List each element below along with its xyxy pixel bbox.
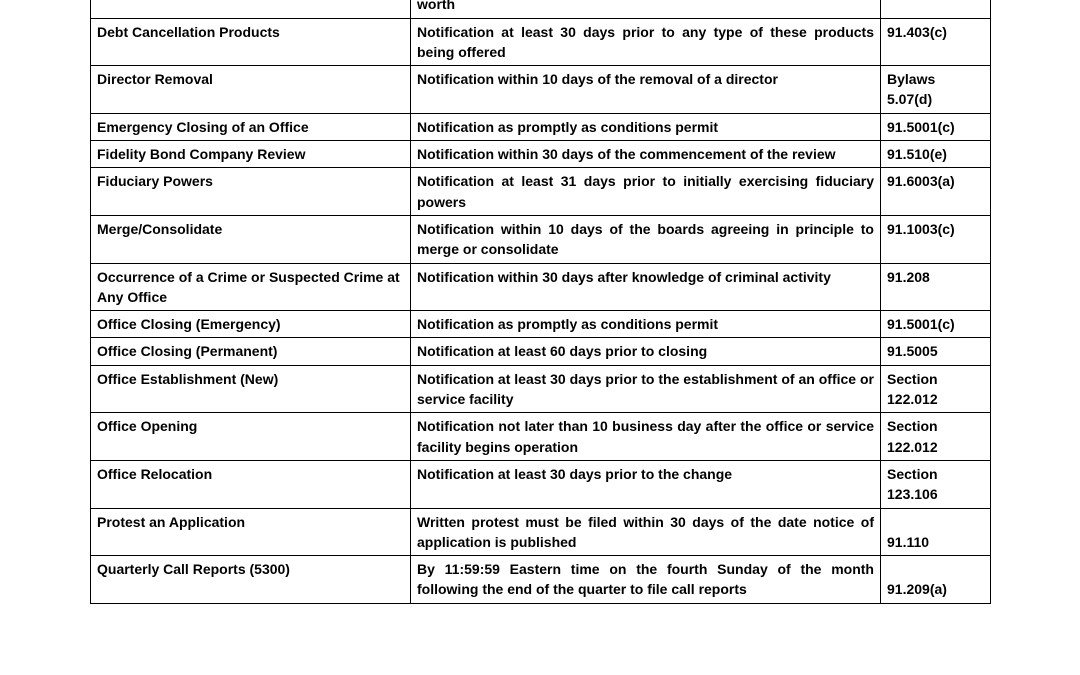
notification-cell: Notification at least 30 days prior to a… [411, 18, 881, 66]
table-row: Fidelity Bond Company ReviewNotification… [91, 141, 991, 168]
subject-cell: Emergency Closing of an Office [91, 113, 411, 140]
reference-cell: 91.208 [881, 263, 991, 311]
reference-cell: Bylaws 5.07(d) [881, 66, 991, 114]
table-row: Director RemovalNotification within 10 d… [91, 66, 991, 114]
reference-cell: 91.6003(a) [881, 168, 991, 216]
subject-cell: Director Removal [91, 66, 411, 114]
subject-cell: Fiduciary Powers [91, 168, 411, 216]
notification-cell: Notification within 30 days of the comme… [411, 141, 881, 168]
notification-cell: Notification as promptly as conditions p… [411, 113, 881, 140]
reference-cell: Section 122.012 [881, 413, 991, 461]
reference-cell: 91.209(a) [881, 556, 991, 604]
reference-cell: 91.110 [881, 508, 991, 556]
subject-cell: Quarterly Call Reports (5300) [91, 556, 411, 604]
notification-cell: Notification at least 60 days prior to c… [411, 338, 881, 365]
subject-cell: Office Establishment (New) [91, 365, 411, 413]
reference-cell: 91.5001(c) [881, 311, 991, 338]
reference-cell [881, 0, 991, 18]
notification-cell: Notification not later than 10 business … [411, 413, 881, 461]
reference-cell: 91.1003(c) [881, 215, 991, 263]
notification-cell: Notification within 10 days of the remov… [411, 66, 881, 114]
table-row: Office OpeningNotification not later tha… [91, 413, 991, 461]
notification-cell: Notification at least 30 days prior to t… [411, 460, 881, 508]
notification-cell: Notification at least 31 days prior to i… [411, 168, 881, 216]
table-row: Office Closing (Permanent)Notification a… [91, 338, 991, 365]
table-row: Merge/ConsolidateNotification within 10 … [91, 215, 991, 263]
subject-cell: Merge/Consolidate [91, 215, 411, 263]
subject-cell: Fidelity Bond Company Review [91, 141, 411, 168]
notification-cell: Written protest must be filed within 30 … [411, 508, 881, 556]
notification-table: if the aggregate obligation exceeds 15% … [90, 0, 991, 604]
subject-cell [91, 0, 411, 18]
table-row: Fiduciary PowersNotification at least 31… [91, 168, 991, 216]
table-row: Office RelocationNotification at least 3… [91, 460, 991, 508]
page: if the aggregate obligation exceeds 15% … [0, 0, 1080, 675]
reference-cell: Section 123.106 [881, 460, 991, 508]
subject-cell: Debt Cancellation Products [91, 18, 411, 66]
subject-cell: Office Closing (Emergency) [91, 311, 411, 338]
table-row: Quarterly Call Reports (5300)By 11:59:59… [91, 556, 991, 604]
reference-cell: 91.5001(c) [881, 113, 991, 140]
subject-cell: Office Opening [91, 413, 411, 461]
table-row: Occurrence of a Crime or Suspected Crime… [91, 263, 991, 311]
table-row: Debt Cancellation ProductsNotification a… [91, 18, 991, 66]
table-row: Protest an ApplicationWritten protest mu… [91, 508, 991, 556]
notification-cell: By 11:59:59 Eastern time on the fourth S… [411, 556, 881, 604]
reference-cell: Section 122.012 [881, 365, 991, 413]
table-row: if the aggregate obligation exceeds 15% … [91, 0, 991, 18]
subject-cell: Office Closing (Permanent) [91, 338, 411, 365]
notification-cell: if the aggregate obligation exceeds 15% … [411, 0, 881, 18]
table-row: Office Closing (Emergency)Notification a… [91, 311, 991, 338]
reference-cell: 91.403(c) [881, 18, 991, 66]
reference-cell: 91.510(e) [881, 141, 991, 168]
notification-cell: Notification as promptly as conditions p… [411, 311, 881, 338]
table-row: Emergency Closing of an OfficeNotificati… [91, 113, 991, 140]
notification-cell: Notification within 30 days after knowle… [411, 263, 881, 311]
notification-cell: Notification within 10 days of the board… [411, 215, 881, 263]
notification-cell: Notification at least 30 days prior to t… [411, 365, 881, 413]
subject-cell: Occurrence of a Crime or Suspected Crime… [91, 263, 411, 311]
table-row: Office Establishment (New)Notification a… [91, 365, 991, 413]
subject-cell: Protest an Application [91, 508, 411, 556]
reference-cell: 91.5005 [881, 338, 991, 365]
subject-cell: Office Relocation [91, 460, 411, 508]
